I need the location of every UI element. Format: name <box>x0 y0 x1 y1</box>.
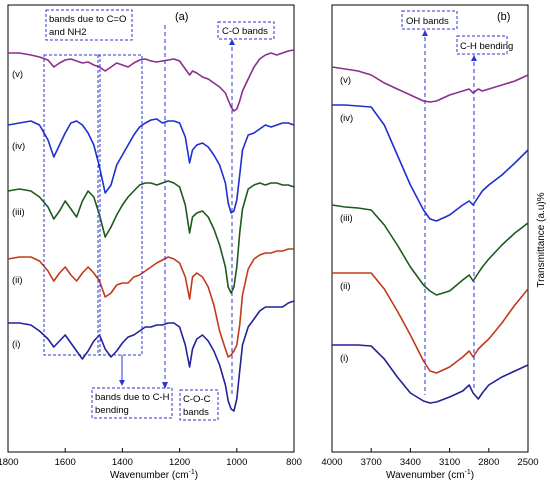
series-line-a-3 <box>7 248 294 358</box>
oh-annotation-box <box>401 10 458 30</box>
x-tick-label: 3400 <box>400 457 421 468</box>
panel-a-x-ticks: 1800 1600 1400 1200 1000 800 <box>0 448 302 468</box>
series-line-b-4 <box>332 344 529 404</box>
series-label-b-4: (i) <box>340 353 348 364</box>
c-h-bending-annotation-box <box>456 35 508 55</box>
c-o-annotation-text: C-O bands <box>222 26 268 37</box>
panel-b-frame <box>331 4 529 453</box>
x-tick-label: 1800 <box>0 457 19 468</box>
x-tick-label: 1200 <box>169 457 190 468</box>
series-line-a-0 <box>8 49 295 112</box>
panel-b-series <box>331 66 529 404</box>
x-tick-label: 1000 <box>226 457 247 468</box>
oh-arrowhead <box>422 30 428 36</box>
c-eq-o-annotation-line2: and NH2 <box>49 27 87 38</box>
panel-a-xlabel: Wavenumber (cm-1) <box>110 469 198 481</box>
x-tick-label: 3700 <box>361 457 382 468</box>
series-line-b-3 <box>332 272 529 374</box>
c-h-annotation-line2: bending <box>95 405 129 416</box>
series-line-a-1 <box>7 118 295 214</box>
c-h-bending-annotation-text: C-H bending <box>460 41 513 52</box>
c-h-region-box <box>97 54 143 356</box>
x-tick-label: 4000 <box>321 457 342 468</box>
coc-annotation-line1: C-O-C <box>183 394 211 405</box>
panel-a-label: (a) <box>175 11 188 23</box>
x-tick-label: 800 <box>286 457 302 468</box>
panel-b-series-labels: (v) (iv) (iii) (ii) (i) <box>340 75 353 364</box>
series-label-a-4: (i) <box>12 339 20 350</box>
panel-b-xlabel: Wavenumber (cm-1) <box>386 469 474 481</box>
coc-annotation-line2: bands <box>183 407 209 418</box>
panel-b-x-ticks: 4000 3700 3400 3100 2800 2500 <box>321 448 539 468</box>
x-tick-label: 2500 <box>517 457 538 468</box>
panel-b-label: (b) <box>497 11 510 23</box>
series-line-a-4 <box>8 300 295 412</box>
series-label-b-3: (ii) <box>340 281 351 292</box>
x-tick-label: 1600 <box>55 457 76 468</box>
c-o-annotation-box <box>217 21 275 40</box>
series-line-a-2 <box>7 180 295 294</box>
series-label-a-1: (iv) <box>12 141 25 152</box>
c-h-region-arrowhead <box>119 380 125 386</box>
panel-b: (b) 4000 3700 3400 3100 2800 2500 (v) (iv) (iii… <box>321 4 547 481</box>
c-o-arrowhead <box>229 39 235 45</box>
series-label-a-3: (ii) <box>12 275 23 286</box>
c-h-annotation-line1: bands due to C-H <box>95 392 170 403</box>
coc-annotation-box <box>179 389 219 421</box>
coc-arrowhead <box>162 382 168 389</box>
series-label-b-2: (iii) <box>340 213 353 224</box>
c-eq-o-annotation-line1: bands due to C=O <box>49 14 126 25</box>
c-h-bending-arrowhead <box>471 55 477 61</box>
x-tick-label: 3100 <box>439 457 460 468</box>
series-label-a-0: (v) <box>12 69 23 80</box>
c-eq-o-region-box <box>43 54 101 356</box>
x-tick-label: 1400 <box>112 457 133 468</box>
panel-b-ylabel: Transmittance (a.u)% <box>536 192 547 287</box>
series-line-b-2 <box>331 204 529 296</box>
c-h-annotation-box <box>91 387 173 419</box>
series-line-b-0 <box>331 66 529 103</box>
c-eq-o-annotation-box <box>45 9 133 41</box>
x-tick-label: 2800 <box>478 457 499 468</box>
panel-a-frame <box>7 4 295 453</box>
series-label-a-2: (iii) <box>12 207 25 218</box>
oh-annotation-text: OH bands <box>406 16 449 27</box>
panel-a-series <box>7 49 295 412</box>
series-label-b-1: (iv) <box>340 113 353 124</box>
series-label-b-0: (v) <box>340 75 351 86</box>
panel-a: (a) 1800 1600 1400 1200 1000 800 (v) (iv) (iii)… <box>0 4 302 481</box>
panel-a-series-labels: (v) (iv) (iii) (ii) (i) <box>12 69 25 350</box>
series-line-b-1 <box>332 104 529 222</box>
